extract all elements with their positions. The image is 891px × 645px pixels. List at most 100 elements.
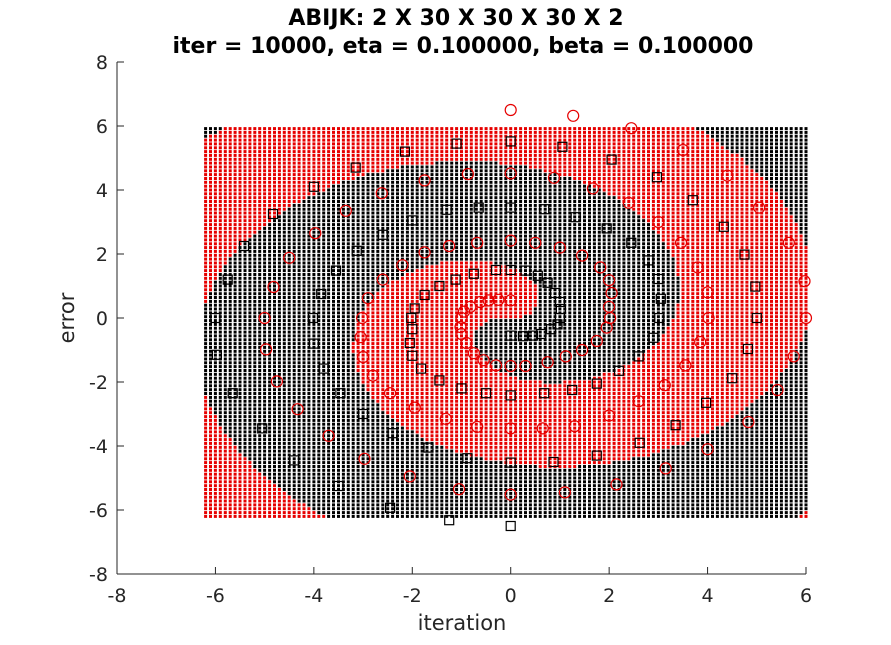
- region-dot-class-a: [317, 307, 321, 311]
- region-dot-class-b: [204, 249, 208, 253]
- region-dot-class-a: [346, 269, 350, 273]
- region-dot-class-a: [366, 253, 370, 257]
- region-dot-class-b: [228, 449, 232, 453]
- region-dot-class-b: [400, 384, 404, 388]
- region-dot-class-b: [287, 507, 291, 511]
- region-dot-class-a: [415, 196, 419, 200]
- region-dot-class-b: [218, 449, 222, 453]
- region-dot-class-a: [258, 276, 262, 280]
- region-dot-class-b: [425, 353, 429, 357]
- region-dot-class-a: [258, 292, 262, 296]
- region-dot-class-b: [410, 422, 414, 426]
- region-dot-class-a: [332, 395, 335, 399]
- region-dot-class-a: [253, 345, 257, 349]
- region-dot-class-b: [228, 150, 232, 154]
- region-dot-class-b: [268, 499, 272, 503]
- region-dot-class-a: [430, 253, 434, 257]
- region-dot-class-a: [322, 495, 326, 499]
- region-dot-class-a: [415, 234, 419, 238]
- region-dot-class-a: [312, 273, 316, 276]
- region-dot-class-a: [361, 495, 365, 499]
- region-dot-class-a: [263, 457, 267, 461]
- region-dot-class-a: [292, 422, 296, 426]
- region-dot-class-b: [228, 514, 232, 518]
- region-dot-class-a: [322, 507, 326, 511]
- region-dot-class-a: [268, 476, 272, 480]
- region-dot-class-a: [307, 449, 311, 453]
- region-dot-class-b: [268, 219, 272, 223]
- region-dot-class-b: [277, 153, 281, 157]
- region-dot-class-a: [400, 207, 404, 211]
- region-dot-class-a: [425, 192, 429, 196]
- region-dot-class-b: [209, 157, 212, 161]
- region-dot-class-a: [332, 226, 335, 230]
- region-dot-class-b: [381, 361, 385, 365]
- region-dot-class-b: [213, 461, 217, 465]
- region-dot-class-a: [351, 453, 355, 457]
- region-dot-class-a: [341, 372, 345, 376]
- region-dot-class-b: [233, 157, 237, 161]
- region-dot-class-b: [223, 438, 227, 442]
- region-dot-class-b: [282, 150, 286, 154]
- region-dot-class-b: [209, 284, 212, 288]
- region-dot-class-a: [366, 242, 370, 246]
- region-dot-class-b: [243, 138, 247, 142]
- region-dot-class-b: [228, 465, 232, 468]
- region-dot-class-b: [396, 384, 399, 388]
- region-dot-class-b: [376, 161, 380, 165]
- region-dot-class-a: [258, 434, 262, 438]
- region-dot-class-b: [430, 142, 434, 146]
- region-dot-class-b: [302, 127, 306, 131]
- region-dot-class-b: [238, 173, 242, 177]
- region-dot-class-b: [297, 130, 301, 134]
- region-dot-class-a: [435, 507, 439, 511]
- region-dot-class-a: [337, 315, 340, 319]
- region-dot-class-b: [273, 169, 276, 173]
- region-dot-class-b: [209, 472, 212, 476]
- region-dot-class-b: [405, 403, 409, 407]
- region-dot-class-b: [268, 180, 272, 184]
- region-dot-class-a: [376, 430, 380, 434]
- region-dot-class-b: [228, 188, 232, 192]
- region-dot-class-b: [228, 246, 232, 250]
- region-dot-class-a: [302, 349, 306, 353]
- region-dot-class-a: [297, 226, 301, 230]
- region-dot-class-a: [307, 484, 311, 488]
- region-dot-class-b: [243, 514, 247, 518]
- region-dot-class-b: [228, 476, 232, 480]
- region-dot-class-b: [400, 138, 404, 142]
- region-dot-class-a: [420, 488, 424, 491]
- region-dot-class-b: [248, 169, 252, 173]
- region-dot-class-a: [366, 296, 370, 299]
- region-dot-class-b: [425, 319, 429, 323]
- region-dot-class-a: [287, 226, 291, 230]
- region-dot-class-a: [346, 449, 350, 453]
- region-dot-class-a: [356, 219, 360, 223]
- region-dot-class-a: [322, 253, 326, 257]
- region-dot-class-a: [332, 372, 335, 376]
- region-dot-class-b: [391, 399, 395, 403]
- region-dot-class-b: [435, 153, 439, 157]
- region-dot-class-a: [322, 307, 326, 311]
- region-dot-class-a: [430, 514, 434, 518]
- region-dot-class-a: [332, 230, 335, 234]
- region-dot-class-a: [410, 488, 414, 491]
- region-dot-class-b: [400, 349, 404, 353]
- region-dot-class-a: [361, 422, 365, 426]
- region-dot-class-b: [391, 411, 395, 415]
- region-dot-class-a: [366, 503, 370, 507]
- region-dot-class-b: [356, 127, 360, 131]
- region-dot-class-a: [346, 280, 350, 284]
- region-dot-class-a: [327, 334, 331, 338]
- region-dot-class-b: [425, 292, 429, 296]
- region-dot-class-a: [228, 338, 232, 342]
- region-dot-class-b: [277, 514, 281, 518]
- region-dot-class-a: [268, 422, 272, 426]
- region-dot-class-b: [415, 380, 419, 384]
- region-dot-class-a: [396, 465, 399, 468]
- region-dot-class-a: [297, 230, 301, 234]
- region-dot-class-b: [204, 418, 208, 422]
- region-dot-class-a: [396, 495, 399, 499]
- region-dot-class-a: [351, 403, 355, 407]
- region-dot-class-a: [356, 226, 360, 230]
